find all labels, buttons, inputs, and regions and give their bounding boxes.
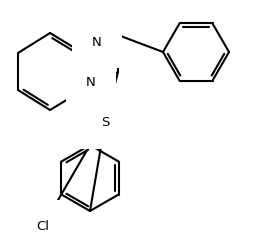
Text: N: N [92, 36, 102, 48]
Text: Cl: Cl [36, 219, 49, 233]
Text: S: S [101, 116, 109, 129]
Text: N: N [86, 76, 96, 89]
